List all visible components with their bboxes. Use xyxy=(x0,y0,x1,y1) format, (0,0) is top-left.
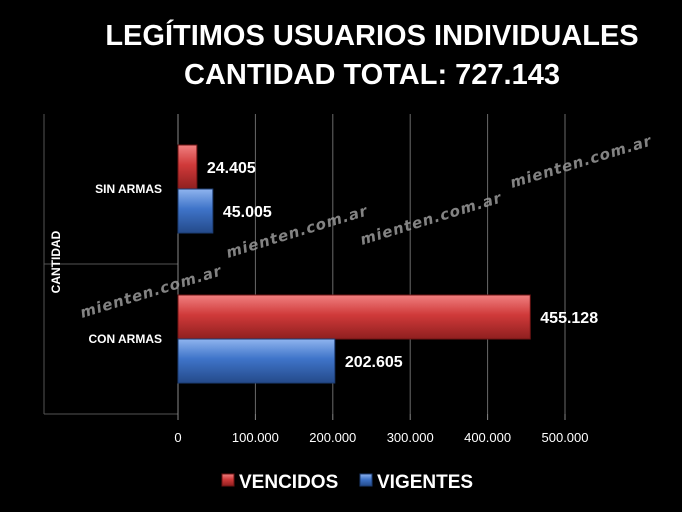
x-tick-label: 100.000 xyxy=(232,430,279,445)
watermark-group: mienten.com.ar mienten.com.ar mienten.co… xyxy=(78,131,655,321)
legend-swatch xyxy=(359,473,373,487)
data-label: 24.405 xyxy=(207,160,256,177)
x-tick-label: 300.000 xyxy=(387,430,434,445)
category-label: CON ARMAS xyxy=(88,332,162,346)
x-tick-label: 200.000 xyxy=(309,430,356,445)
label-layer: SIN ARMAS 24.405 45.005 CON ARMAS 455.128 202… xyxy=(88,160,598,371)
y-axis-title: CANTIDAD xyxy=(49,230,63,293)
category-label: SIN ARMAS xyxy=(95,182,162,196)
x-tick-label: 500.000 xyxy=(542,430,589,445)
chart-title: LEGÍTIMOS USUARIOS INDIVIDUALES xyxy=(105,18,638,52)
bar-layer xyxy=(177,144,531,384)
data-label: 202.605 xyxy=(345,354,403,371)
watermark-text: mienten.com.ar xyxy=(358,188,505,248)
x-tick-label: 0 xyxy=(174,430,181,445)
legend-label: VENCIDOS xyxy=(239,472,338,493)
bar-vencidos xyxy=(177,294,531,340)
legend-swatch xyxy=(221,473,235,487)
legend-label: VIGENTES xyxy=(377,472,473,493)
watermark-text: mienten.com.ar xyxy=(508,131,655,191)
legend: VENCIDOS VIGENTES xyxy=(221,472,473,493)
data-label: 455.128 xyxy=(540,310,598,327)
x-tick-label: 400.000 xyxy=(464,430,511,445)
bar-vigentes xyxy=(177,338,336,384)
bar-vencidos xyxy=(177,144,198,190)
data-label: 45.005 xyxy=(223,204,272,221)
chart-subtitle: CANTIDAD TOTAL: 727.143 xyxy=(184,59,560,91)
bar-vigentes xyxy=(177,188,214,234)
